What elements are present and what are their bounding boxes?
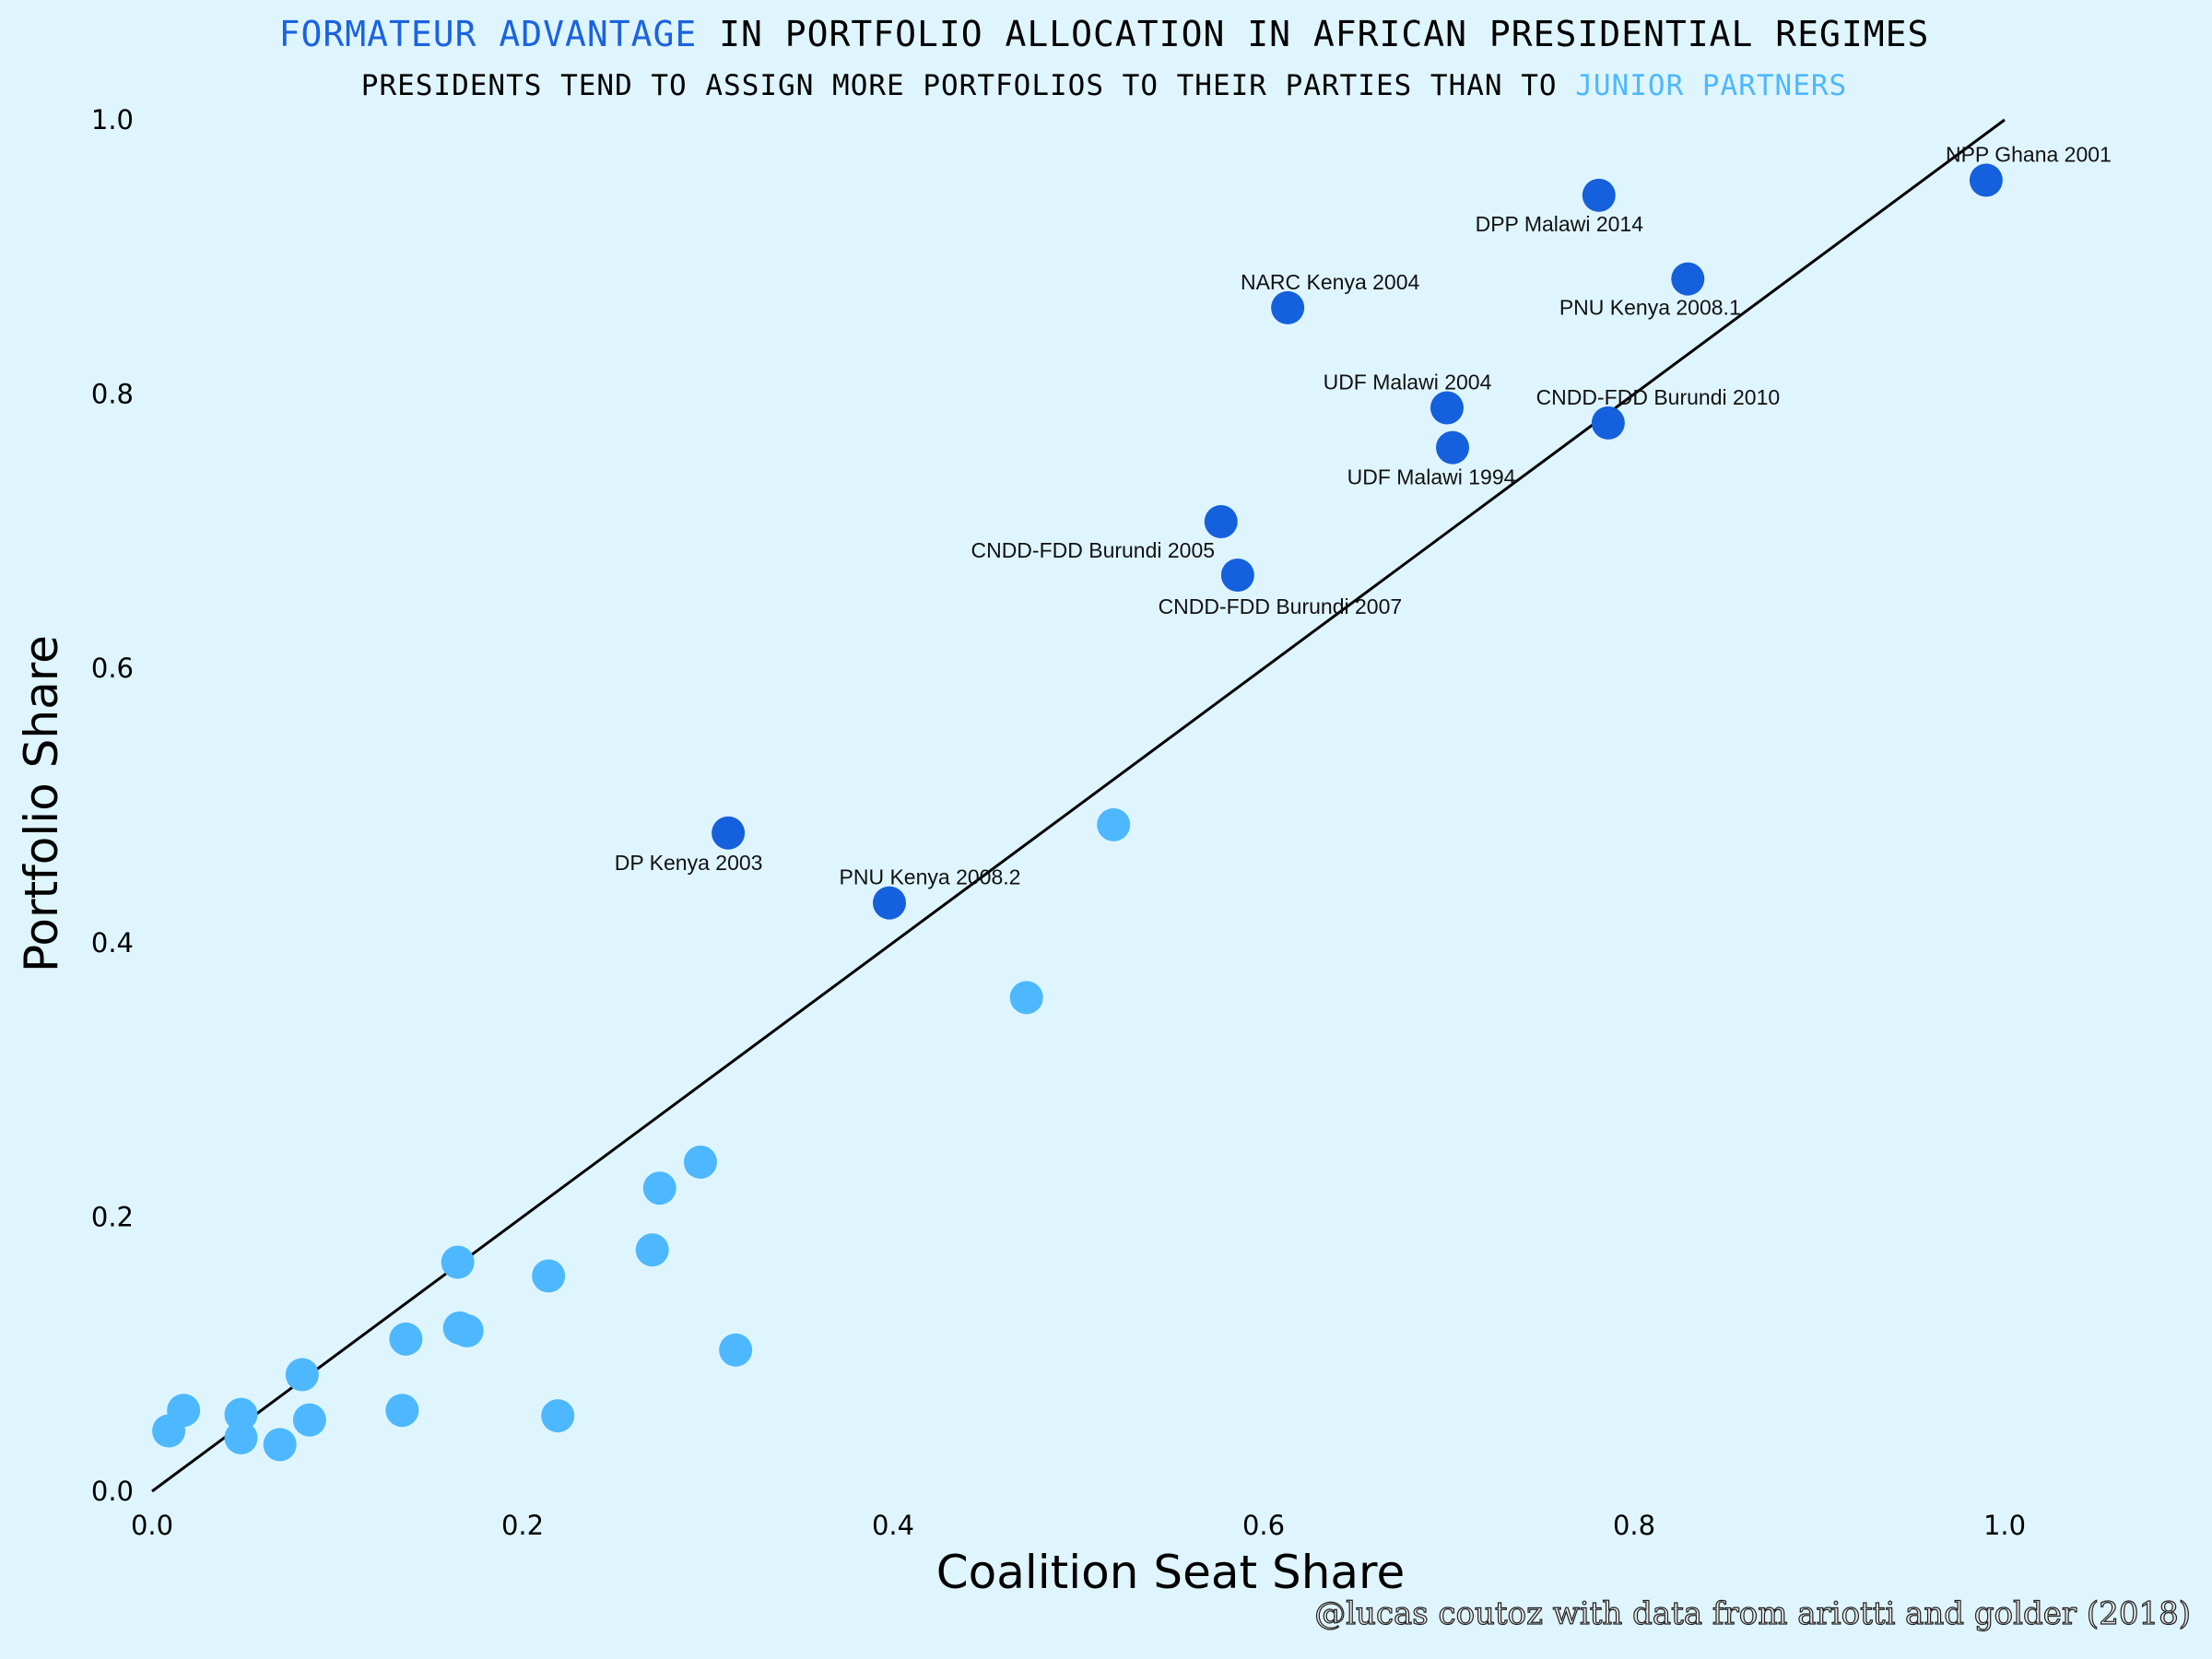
point-label: NPP Ghana 2001 xyxy=(1946,142,2112,166)
y-tick-label: 0.6 xyxy=(91,653,134,684)
junior-partner-point xyxy=(683,1145,717,1179)
point-label: UDF Malawi 1994 xyxy=(1347,465,1516,489)
point-label: UDF Malawi 2004 xyxy=(1324,370,1492,394)
x-tick-label: 0.4 xyxy=(872,1510,914,1541)
title-part: FORMATEUR ADVANTAGE xyxy=(279,14,698,54)
chart-title: FORMATEUR ADVANTAGE IN PORTFOLIO ALLOCAT… xyxy=(279,14,1930,54)
formateur-point xyxy=(1671,262,1705,296)
x-tick-label: 0.0 xyxy=(131,1510,173,1541)
junior-partner-point xyxy=(1097,807,1131,841)
junior-partner-point xyxy=(285,1358,319,1392)
formateur-point xyxy=(1430,391,1464,425)
junior-partner-point xyxy=(224,1420,258,1454)
junior-partner-point xyxy=(441,1245,475,1279)
junior-partner-point xyxy=(642,1171,677,1206)
formateur-point xyxy=(1591,406,1625,440)
x-tick-label: 1.0 xyxy=(1983,1510,2026,1541)
x-axis-ticks: 0.0 0.2 0.4 0.6 0.8 1.0 xyxy=(131,1510,2026,1541)
formateur-point xyxy=(1271,290,1305,324)
chart-subtitle: PRESIDENTS TEND TO ASSIGN MORE PORTFOLIO… xyxy=(361,69,1847,102)
title-part: IN PORTFOLIO ALLOCATION IN AFRICAN PRESI… xyxy=(697,14,1929,54)
point-label: DPP Malawi 2014 xyxy=(1476,212,1644,236)
formateur-point xyxy=(1220,559,1254,593)
formateur-point xyxy=(712,816,746,850)
x-axis-title: Coalition Seat Share xyxy=(936,1546,1406,1599)
y-axis-title: Portfolio Share xyxy=(15,635,68,972)
formateur-point xyxy=(1204,504,1238,538)
formateur-point xyxy=(1582,178,1616,212)
y-tick-label: 1.0 xyxy=(91,104,134,135)
junior-partner-point xyxy=(719,1333,753,1367)
junior-partner-point xyxy=(541,1399,575,1433)
junior-partner-point xyxy=(152,1414,186,1448)
x-tick-label: 0.6 xyxy=(1242,1510,1285,1541)
y-axis-ticks: 0.0 0.2 0.4 0.6 0.8 1.0 xyxy=(91,104,134,1507)
formateur-point xyxy=(872,886,906,920)
junior-partner-point xyxy=(450,1313,484,1347)
y-tick-label: 0.0 xyxy=(91,1476,134,1507)
junior-partner-point xyxy=(389,1322,423,1356)
point-label: CNDD-FDD Burundi 2007 xyxy=(1159,594,1403,618)
caption: @lucas coutoz with data from ariotti and… xyxy=(1314,1595,2191,1632)
point-label: CNDD-FDD Burundi 2005 xyxy=(971,538,1215,562)
y-tick-label: 0.8 xyxy=(91,379,134,410)
x-tick-label: 0.2 xyxy=(501,1510,544,1541)
title-part: PRESIDENTS TEND TO ASSIGN MORE PORTFOLIO… xyxy=(361,69,1575,102)
y-tick-label: 0.2 xyxy=(91,1201,134,1232)
junior-partner-point xyxy=(224,1397,258,1431)
junior-partner-point xyxy=(1009,981,1043,1015)
data-points xyxy=(152,163,2003,1462)
point-labels: NPP Ghana 2001 DPP Malawi 2014 PNU Kenya 2… xyxy=(615,142,2112,888)
point-label: PNU Kenya 2008.2 xyxy=(840,865,1021,889)
point-label: PNU Kenya 2008.1 xyxy=(1559,296,1741,320)
point-label: CNDD-FDD Burundi 2010 xyxy=(1536,385,1781,409)
point-label: NARC Kenya 2004 xyxy=(1241,270,1420,294)
junior-partner-point xyxy=(292,1403,326,1437)
junior-partner-point xyxy=(263,1428,297,1462)
point-label: DP Kenya 2003 xyxy=(615,851,763,875)
y-tick-label: 0.4 xyxy=(91,927,134,959)
x-tick-label: 0.8 xyxy=(1613,1510,1655,1541)
junior-partner-point xyxy=(532,1259,566,1293)
formateur-point xyxy=(1436,430,1470,465)
formateur-point xyxy=(1969,163,2003,197)
junior-partner-point xyxy=(635,1233,669,1267)
junior-partner-point xyxy=(385,1394,419,1428)
title-part: JUNIOR PARTNERS xyxy=(1575,69,1847,102)
